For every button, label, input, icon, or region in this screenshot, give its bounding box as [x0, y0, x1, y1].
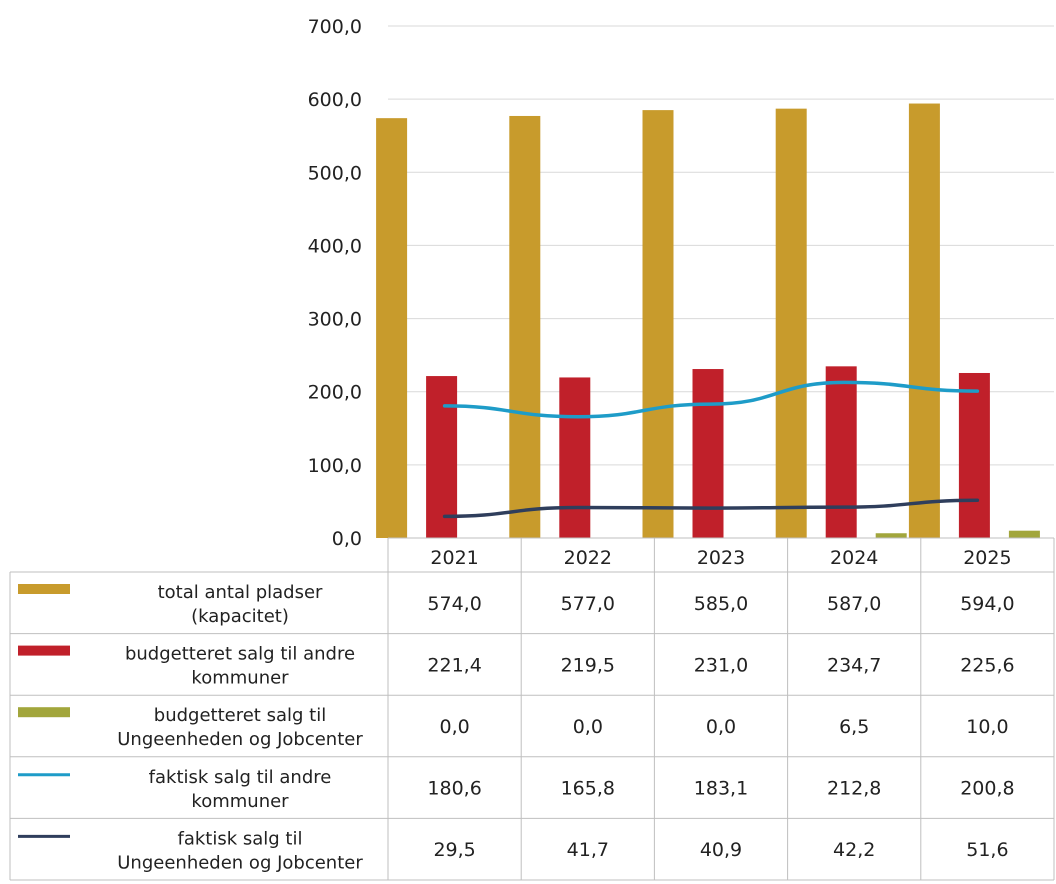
table-cell-value: 51,6: [966, 839, 1008, 861]
table-cell-value: 10,0: [966, 716, 1008, 738]
table-cell-value: 42,2: [833, 839, 875, 861]
x-tick-label: 2022: [564, 547, 612, 569]
table-cell-value: 574,0: [427, 593, 481, 615]
line-2: [442, 498, 980, 519]
bar-2: [825, 366, 857, 538]
y-tick-label: 300,0: [308, 309, 362, 331]
legend-key-bar: [18, 584, 70, 594]
legend-label: budgetteret salg til: [154, 705, 326, 726]
bar-3: [1008, 530, 1040, 538]
table-cell-value: 219,5: [561, 654, 615, 676]
data-table: 2021 2022 2023 2024 2025 total antal pladser (…: [9, 537, 1055, 881]
y-axis: 0,0 100,0 200,0 300,0 400,0 500,0 600,0 700,0: [308, 16, 362, 550]
table-cell-value: 40,9: [700, 839, 742, 861]
y-tick-label: 200,0: [308, 382, 362, 404]
bar-1: [775, 108, 807, 538]
bar-series: [376, 103, 1040, 539]
table-cell-value: 165,8: [561, 778, 615, 800]
legend-label: total antal pladser: [158, 582, 323, 603]
bar-2: [426, 376, 458, 538]
y-tick-label: 100,0: [308, 455, 362, 477]
table-cell-value: 180,6: [427, 778, 481, 800]
table-cell-value: 0,0: [573, 716, 603, 738]
legend-label: kommuner: [191, 791, 289, 812]
table-cell-value: 221,4: [427, 654, 481, 676]
table-cell-value: 594,0: [960, 593, 1014, 615]
bar-1: [642, 110, 674, 538]
y-tick-label: 400,0: [308, 235, 362, 257]
y-tick-label: 600,0: [308, 89, 362, 111]
bar-1: [376, 118, 408, 538]
legend-label: budgetteret salg til andre: [125, 644, 355, 665]
bar-1: [908, 103, 940, 538]
line-1: [442, 380, 980, 419]
gridlines: [388, 25, 1054, 466]
table-cell-value: 585,0: [694, 593, 748, 615]
y-tick-label: 500,0: [308, 162, 362, 184]
legend-label: kommuner: [191, 668, 289, 689]
table-cell-value: 0,0: [706, 716, 736, 738]
table-cell-value: 183,1: [694, 778, 748, 800]
table-cell-value: 225,6: [960, 654, 1014, 676]
table-cell-value: 0,0: [439, 716, 469, 738]
legend-label: Ungeenheden og Jobcenter: [117, 729, 363, 750]
legend-key-bar: [18, 707, 70, 718]
table-cell-value: 29,5: [433, 839, 475, 861]
table-cell-value: 231,0: [694, 654, 748, 676]
legend-key-bar: [18, 645, 70, 656]
x-tick-label: 2021: [430, 547, 478, 569]
legend-label: faktisk salg til andre: [149, 767, 332, 788]
table-cell-value: 587,0: [827, 593, 881, 615]
legend-label: faktisk salg til: [178, 828, 303, 849]
line-series: [442, 380, 980, 519]
x-tick-label: 2023: [697, 547, 745, 569]
table-cell-value: 6,5: [839, 716, 869, 738]
table-cell-value: 577,0: [561, 593, 615, 615]
bar-3: [875, 533, 907, 538]
table-cell-value: 41,7: [567, 839, 609, 861]
x-tick-label: 2025: [963, 547, 1011, 569]
bar-1: [509, 115, 541, 539]
x-tick-label: 2024: [830, 547, 878, 569]
bar-2: [692, 369, 724, 538]
y-tick-label: 0,0: [332, 528, 362, 550]
legend-label: (kapacitet): [191, 606, 289, 627]
table-cell-value: 234,7: [827, 654, 881, 676]
table-cell-value: 200,8: [960, 778, 1014, 800]
bar-2: [958, 372, 990, 538]
y-tick-label: 700,0: [308, 16, 362, 38]
bar-2: [559, 377, 591, 538]
table-cell-value: 212,8: [827, 778, 881, 800]
legend-label: Ungeenheden og Jobcenter: [117, 852, 363, 873]
